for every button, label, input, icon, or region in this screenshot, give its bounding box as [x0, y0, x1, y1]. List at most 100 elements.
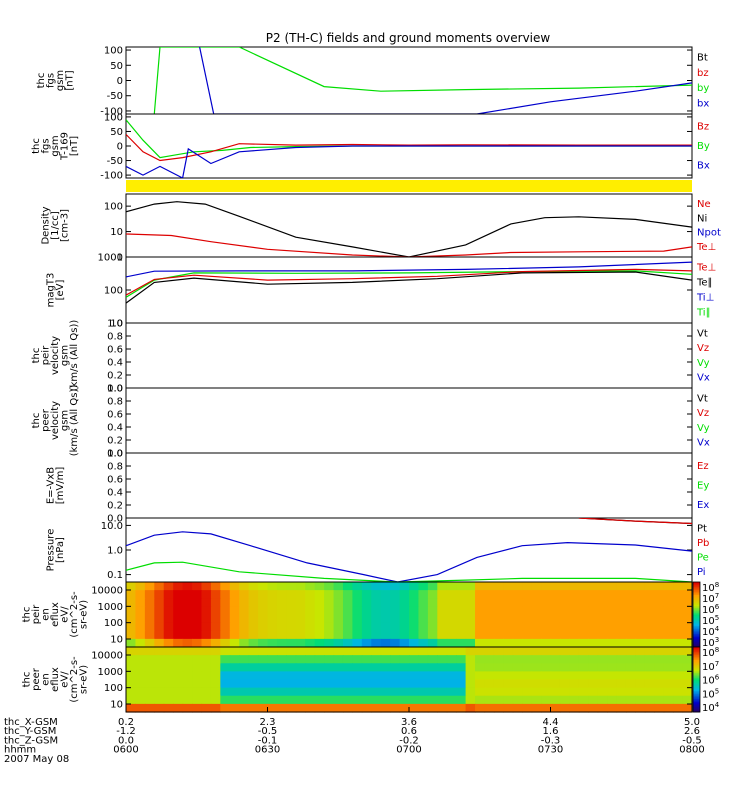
heatmap-cell [220, 638, 231, 648]
heatmap-cell [625, 582, 636, 591]
heatmap-cell [607, 630, 618, 640]
x-axis-value: 0.0 [118, 735, 134, 746]
heatmap-cell [201, 638, 212, 648]
heatmap-cell [154, 582, 165, 591]
heatmap-cell [182, 622, 193, 632]
heatmap-cell [399, 647, 410, 656]
y-tick-label: 1000 [98, 253, 123, 264]
heatmap-cell [126, 622, 137, 632]
heatmap-cell [569, 679, 580, 689]
heatmap-cell [135, 671, 146, 681]
colorbar-segment [693, 608, 700, 611]
colorbar-tick-label: 108 [702, 646, 719, 659]
heatmap-cell [126, 663, 137, 672]
heatmap-cell [144, 606, 155, 616]
heatmap-cell [607, 606, 618, 616]
heatmap-cell [192, 622, 203, 632]
y-axis-label-line: eflux [50, 667, 61, 692]
heatmap-cell [531, 679, 542, 689]
colorbar-tick-label: 106 [702, 674, 720, 687]
heatmap-cell [267, 687, 278, 697]
heatmap-cell [305, 671, 316, 681]
heatmap-cell [578, 663, 589, 672]
heatmap-cell [484, 614, 495, 624]
heatmap-cell [512, 622, 523, 632]
heatmap-cell [588, 614, 599, 624]
heatmap-cell [644, 663, 655, 672]
heatmap-cell [314, 630, 325, 640]
heatmap-cell [144, 614, 155, 624]
heatmap-cell [446, 671, 457, 681]
legend-entry: Pe [697, 552, 709, 563]
heatmap-cell [342, 614, 353, 624]
heatmap-cell [286, 582, 297, 591]
heatmap-cell [550, 582, 561, 591]
heatmap-cell [380, 630, 391, 640]
heatmap-cell [418, 687, 429, 697]
heatmap-cell [182, 671, 193, 681]
heatmap-cell [371, 590, 382, 599]
heatmap-cell [248, 663, 259, 672]
heatmap-cell [342, 695, 353, 705]
heatmap-cell [503, 590, 514, 599]
heatmap-cell [182, 614, 193, 624]
heatmap-cell [144, 598, 155, 607]
y-axis-label-line: [nT] [64, 70, 75, 90]
heatmap-cell [503, 703, 514, 713]
heatmap-cell [267, 679, 278, 689]
heatmap-cell [493, 679, 504, 689]
heatmap-cell [333, 671, 344, 681]
heatmap-cell [229, 663, 240, 672]
heatmap-cell [220, 622, 231, 632]
heatmap-cell [361, 630, 372, 640]
heatmap-cell [154, 590, 165, 599]
heatmap-cell [682, 663, 693, 672]
heatmap-cell [201, 598, 212, 607]
heatmap-cell [541, 655, 552, 664]
colorbar-segment [693, 630, 700, 633]
legend-entry: Ni [697, 213, 707, 224]
heatmap-cell [239, 663, 250, 672]
heatmap-cell [654, 630, 665, 640]
heatmap-cell [201, 695, 212, 705]
heatmap-cell [625, 671, 636, 681]
heatmap-cell [390, 703, 401, 713]
heatmap-cell [644, 655, 655, 664]
heatmap-cell [380, 663, 391, 672]
colorbar-segment [693, 681, 700, 684]
heatmap-cell [173, 695, 184, 705]
heatmap-cell [446, 647, 457, 656]
heatmap-cell [286, 638, 297, 648]
heatmap-cell [597, 638, 608, 648]
heatmap-cell [201, 679, 212, 689]
heatmap-cell [192, 606, 203, 616]
heatmap-cell [144, 663, 155, 672]
heatmap-cell [550, 598, 561, 607]
heatmap-cell [210, 687, 221, 697]
y-tick-label: 100 [104, 46, 123, 57]
heatmap-cell [126, 679, 137, 689]
heatmap-cell [588, 663, 599, 672]
legend-entry: Te⊥ [696, 263, 716, 274]
heatmap-cell [484, 663, 495, 672]
colorbar-segment [693, 661, 700, 664]
heatmap-cell [541, 614, 552, 624]
heatmap-cell [352, 622, 363, 632]
heatmap-cell [663, 614, 674, 624]
x-axis-value: 0.6 [401, 726, 417, 737]
heatmap-cell [475, 622, 486, 632]
heatmap-cell [380, 687, 391, 697]
heatmap-cell [475, 703, 486, 713]
heatmap-cell [324, 695, 335, 705]
heatmap-cell [258, 590, 269, 599]
legend-entry: Pb [697, 538, 709, 549]
heatmap-cell [597, 655, 608, 664]
heatmap-cell [607, 703, 618, 713]
heatmap-cell [135, 695, 146, 705]
colorbar-segment [693, 624, 700, 627]
heatmap-cell [456, 614, 467, 624]
heatmap-cell [512, 582, 523, 591]
heatmap-cell [512, 598, 523, 607]
heatmap-cell [550, 655, 561, 664]
heatmap-cell [248, 630, 259, 640]
